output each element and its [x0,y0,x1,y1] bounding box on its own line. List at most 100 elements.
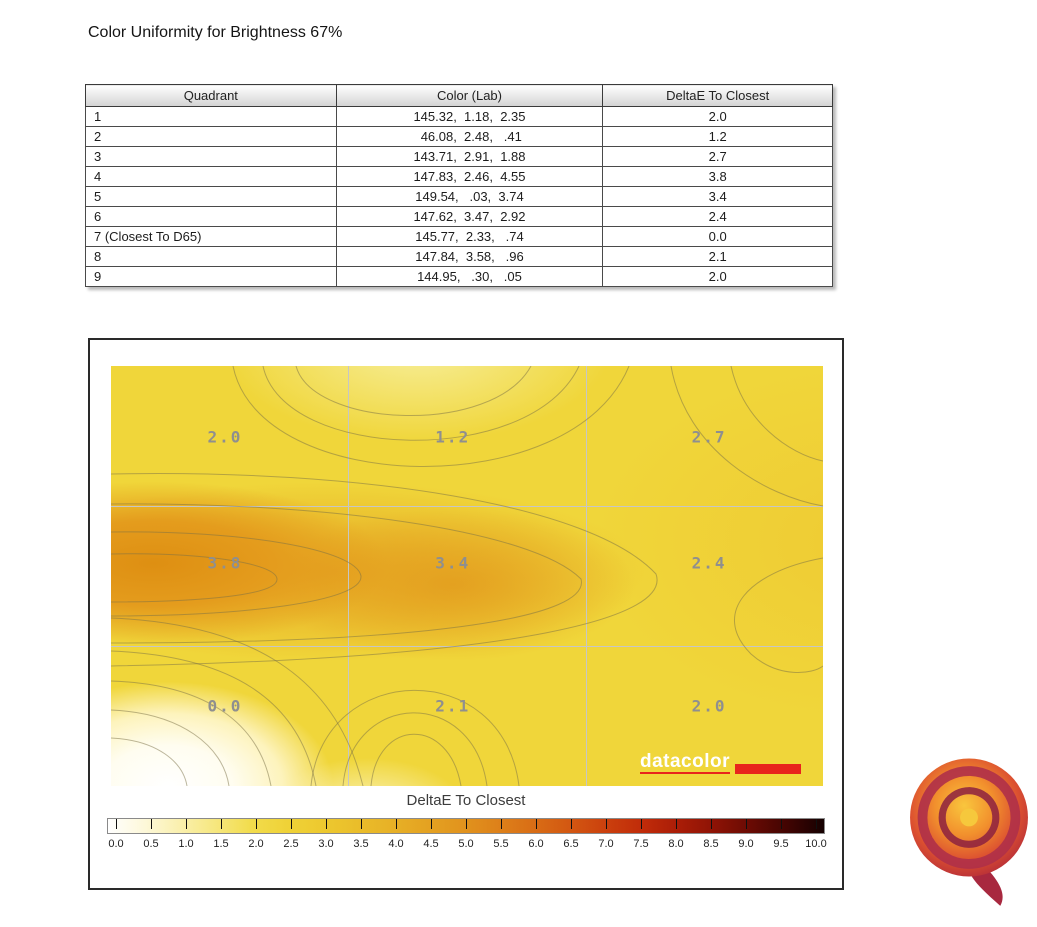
cell-delta-e: 2.7 [602,146,833,167]
colorbar-tick-label: 3.5 [353,838,369,850]
cell-color-lab: 143.71, 2.91, 1.88 [335,146,604,167]
heatmap-value-q3: 2.7 [691,427,727,447]
cell-color-lab: 147.62, 3.47, 2.92 [335,206,604,227]
cell-delta-e: 1.2 [602,126,833,147]
col-header-quadrant: Quadrant [85,84,337,107]
colorbar-tick [361,819,362,829]
colorbar-tick-label: 8.0 [668,838,684,850]
cell-quadrant: 6 [85,206,337,227]
cell-delta-e: 3.4 [602,186,833,207]
cell-color-lab: 147.83, 2.46, 4.55 [335,166,604,187]
colorbar-title: DeltaE To Closest [406,792,526,809]
table-row: 2 46.08, 2.48, .41 1.2 [85,126,833,147]
colorbar-tick [746,819,747,829]
cell-delta-e: 2.0 [602,106,833,127]
table-row: 8 147.84, 3.58, .96 2.1 [85,246,833,267]
colorbar-tick [571,819,572,829]
colorbar-tick-label: 7.5 [633,838,649,850]
uniformity-table: Quadrant Color (Lab) DeltaE To Closest 1… [85,84,833,287]
cell-delta-e: 3.8 [602,166,833,187]
colorbar-tick [431,819,432,829]
heatmap-value-q5: 3.4 [435,553,471,573]
colorbar-tick-label: 9.0 [738,838,754,850]
heatmap-value-q1: 2.0 [207,427,243,447]
table-row: 9 144.95, .30, .05 2.0 [85,266,833,287]
cell-color-lab: 46.08, 2.48, .41 [335,126,604,147]
colorbar-tick-label: 1.0 [178,838,194,850]
kitguru-logo-graphic [910,758,1028,906]
cell-quadrant: 5 [85,186,337,207]
colorbar-tick-label: 8.5 [703,838,719,850]
colorbar-tick [501,819,502,829]
cell-quadrant: 3 [85,146,337,167]
heatmap-value-q6: 2.4 [691,553,727,573]
colorbar-tick [606,819,607,829]
plot-gridline-vertical [348,366,350,786]
colorbar-tick [326,819,327,829]
colorbar-tick [186,819,187,829]
colorbar-tick-label: 4.0 [388,838,404,850]
table-row: 5 149.54, .03, 3.74 3.4 [85,186,833,207]
table-row: 6 147.62, 3.47, 2.92 2.4 [85,206,833,227]
cell-color-lab: 149.54, .03, 3.74 [335,186,604,207]
colorbar-tick-label: 6.0 [528,838,544,850]
datacolor-logo-text: datacolor [639,751,730,774]
colorbar-tick [151,819,152,829]
colorbar-tick [221,819,222,829]
colorbar-tick [116,819,117,829]
heatmap-value-q9: 2.0 [691,696,727,716]
uniformity-table-header: Quadrant Color (Lab) DeltaE To Closest [85,84,833,107]
table-row: 4 147.83, 2.46, 4.55 3.8 [85,166,833,187]
colorbar-tick [641,819,642,829]
colorbar-ticks [116,818,817,834]
colorbar-tick-label: 4.5 [423,838,439,850]
cell-quadrant: 2 [85,126,337,147]
colorbar-labels: 0.0 0.5 1.0 1.5 2.0 2.5 3.0 3.5 4.0 4.5 5.0 5.5 6.0 6… [108,838,826,852]
contour-lines [111,366,823,786]
colorbar-tick [256,819,257,829]
cell-quadrant: 7 (Closest To D65) [85,226,337,247]
datacolor-logo-bar [735,764,801,774]
heatmap-value-q7: 0.0 [207,696,243,716]
heatmap-plot: datacolor 2.0 1.2 2.7 3.8 3.4 2.4 0.0 2.1 2.0 [111,366,823,786]
colorbar-tick [781,819,782,829]
col-header-delta-e: DeltaE To Closest [602,84,833,107]
colorbar-tick-label: 5.0 [458,838,474,850]
plot-gridline-vertical [585,366,587,786]
colorbar-tick-label: 0.5 [143,838,159,850]
colorbar-tick [816,819,817,829]
colorbar-tick [711,819,712,829]
cell-color-lab: 145.32, 1.18, 2.35 [335,106,604,127]
uniformity-table-body: 1 145.32, 1.18, 2.35 2.0 2 46.08, 2.48, .41… [85,106,833,287]
cell-delta-e: 2.0 [602,266,833,287]
colorbar-tick-label: 6.5 [563,838,579,850]
colorbar-tick-label: 2.0 [248,838,264,850]
heatmap-value-q2: 1.2 [435,427,471,447]
cell-color-lab: 147.84, 3.58, .96 [335,246,604,267]
page-title: Color Uniformity for Brightness 67% [88,24,343,41]
table-row: 7 (Closest To D65) 145.77, 2.33, .74 0.0 [85,226,833,247]
cell-quadrant: 9 [85,266,337,287]
colorbar-tick-label: 5.5 [493,838,509,850]
heatmap-value-q8: 2.1 [435,696,471,716]
cell-delta-e: 0.0 [602,226,833,247]
cell-delta-e: 2.4 [602,206,833,227]
cell-quadrant: 4 [85,166,337,187]
heatmap-value-q4: 3.8 [207,553,243,573]
table-row: 1 145.32, 1.18, 2.35 2.0 [85,106,833,127]
col-header-color-lab: Color (Lab) [335,84,604,107]
cell-delta-e: 2.1 [602,246,833,267]
cell-color-lab: 144.95, .30, .05 [335,266,604,287]
colorbar-tick-label: 1.5 [213,838,229,850]
colorbar-tick-label: 7.0 [598,838,614,850]
plot-gridline-horizontal [111,505,823,507]
colorbar-tick-label: 2.5 [283,838,299,850]
colorbar-tick [291,819,292,829]
uniformity-chart: datacolor 2.0 1.2 2.7 3.8 3.4 2.4 0.0 2.1 2.0 De… [88,338,844,890]
plot-gridline-horizontal [111,645,823,647]
datacolor-logo: datacolor [639,751,801,774]
colorbar-tick [466,819,467,829]
colorbar-tick-label: 3.0 [318,838,334,850]
cell-quadrant: 1 [85,106,337,127]
